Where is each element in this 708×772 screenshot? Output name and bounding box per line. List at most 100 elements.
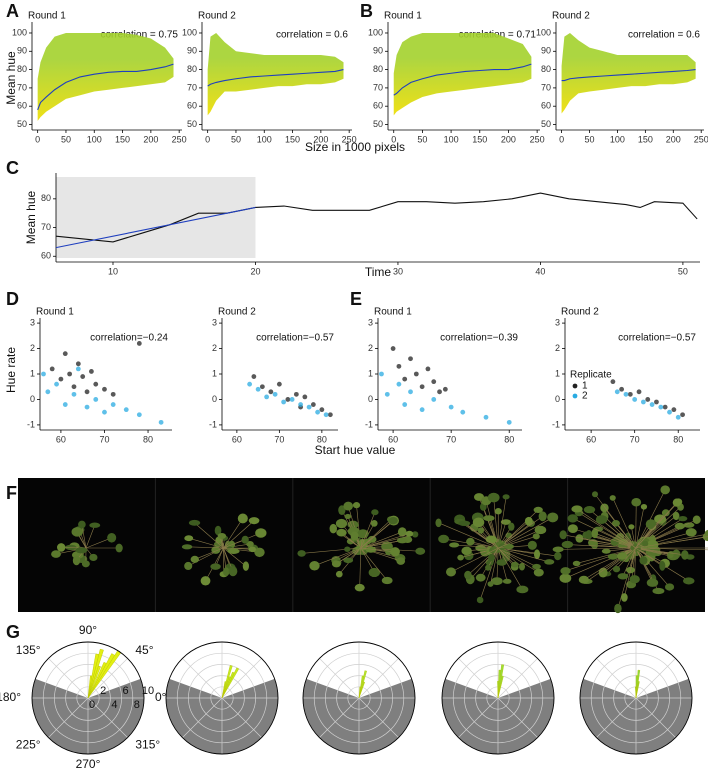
point — [298, 402, 304, 407]
point — [281, 399, 287, 405]
polar-border — [165, 641, 279, 755]
theta-tick-label: 0° — [155, 690, 167, 704]
y-tick-label: 60 — [541, 101, 551, 111]
y-tick-label: 70 — [541, 82, 551, 92]
stem — [594, 533, 636, 549]
y-tick-label: 2 — [30, 343, 35, 353]
leaf — [534, 525, 547, 535]
r-tick-label: 6 — [123, 685, 129, 697]
annotation: correlation=−0.57 — [618, 333, 696, 344]
leaf — [487, 581, 494, 587]
leaf — [544, 559, 555, 565]
x-tick-label: 70 — [446, 434, 456, 444]
point — [54, 381, 59, 387]
leaf — [533, 549, 541, 560]
stem — [624, 547, 636, 598]
x-tick-label: 100 — [610, 134, 625, 144]
leaf — [365, 546, 377, 553]
point — [93, 381, 99, 387]
point — [610, 379, 616, 385]
point — [67, 371, 73, 377]
point — [323, 412, 329, 418]
leaf — [621, 593, 628, 602]
y-tick-label: 50 — [541, 119, 551, 129]
x-axis-label: Start hue value — [315, 443, 396, 457]
point — [675, 414, 681, 420]
y-tick-label: 60 — [17, 101, 27, 111]
leaf — [352, 502, 361, 509]
point — [425, 366, 431, 372]
y-tick-label: 60 — [187, 101, 197, 111]
stem — [360, 547, 388, 581]
stem — [336, 547, 361, 565]
stem — [635, 536, 708, 549]
point — [293, 391, 299, 397]
stem — [616, 547, 636, 570]
leaf — [255, 528, 267, 538]
polar-spoke — [87, 697, 128, 738]
stem — [81, 524, 87, 549]
x-tick-label: 70 — [274, 434, 284, 444]
polar-bar — [497, 664, 505, 699]
point — [302, 394, 308, 400]
point — [402, 402, 408, 407]
x-tick-label: 200 — [313, 134, 328, 144]
point — [58, 376, 64, 382]
leaf — [343, 501, 353, 511]
x-tick-label: 60 — [586, 434, 596, 444]
x-tick-label: 40 — [535, 266, 545, 276]
polar-spoke — [497, 658, 538, 699]
stem — [490, 547, 499, 585]
leaf — [591, 491, 599, 498]
y-tick-label: 2 — [212, 343, 217, 353]
leaf — [561, 540, 574, 549]
stem — [223, 547, 247, 567]
leaf — [617, 573, 629, 580]
polar-spoke — [182, 697, 223, 738]
panel-letter: D — [6, 289, 19, 309]
polar-spoke — [596, 658, 637, 699]
leaf — [532, 533, 540, 540]
point — [315, 409, 321, 415]
leaf — [683, 522, 695, 528]
x-tick-label: 150 — [638, 134, 653, 144]
point — [49, 366, 55, 372]
y-tick-label: 90 — [541, 46, 551, 56]
leaf — [388, 516, 398, 525]
stem — [635, 547, 685, 556]
point — [136, 341, 142, 346]
stem — [493, 497, 499, 549]
polar-border — [302, 641, 416, 755]
stem — [360, 531, 403, 549]
point — [662, 404, 668, 410]
leaf — [338, 505, 346, 516]
leaf — [600, 503, 609, 513]
polar-spoke — [358, 658, 399, 699]
x-tick-label: 100 — [444, 134, 459, 144]
point — [667, 409, 672, 415]
polar-spoke — [221, 697, 262, 738]
polar-spoke — [635, 697, 676, 738]
leaf — [344, 513, 352, 520]
leaf — [190, 555, 200, 563]
polar-spoke — [48, 697, 89, 738]
point — [396, 381, 402, 387]
leaf — [595, 515, 608, 524]
leaf — [411, 531, 419, 538]
y-tick-label: 0 — [212, 394, 217, 404]
point — [327, 412, 333, 418]
leaf — [554, 551, 562, 561]
leaf — [511, 561, 519, 568]
y-tick-label: 60 — [41, 251, 51, 261]
polar-bar — [87, 653, 115, 699]
leaf — [396, 537, 408, 544]
y-axis-label: Mean hue — [24, 190, 38, 244]
leaf — [107, 532, 117, 543]
leaf — [639, 556, 648, 565]
polar-bar — [358, 670, 367, 699]
leaf — [494, 508, 502, 515]
stem — [360, 520, 394, 549]
theta-tick-label: 180° — [0, 690, 21, 704]
leaf — [645, 519, 657, 529]
point — [619, 386, 625, 392]
